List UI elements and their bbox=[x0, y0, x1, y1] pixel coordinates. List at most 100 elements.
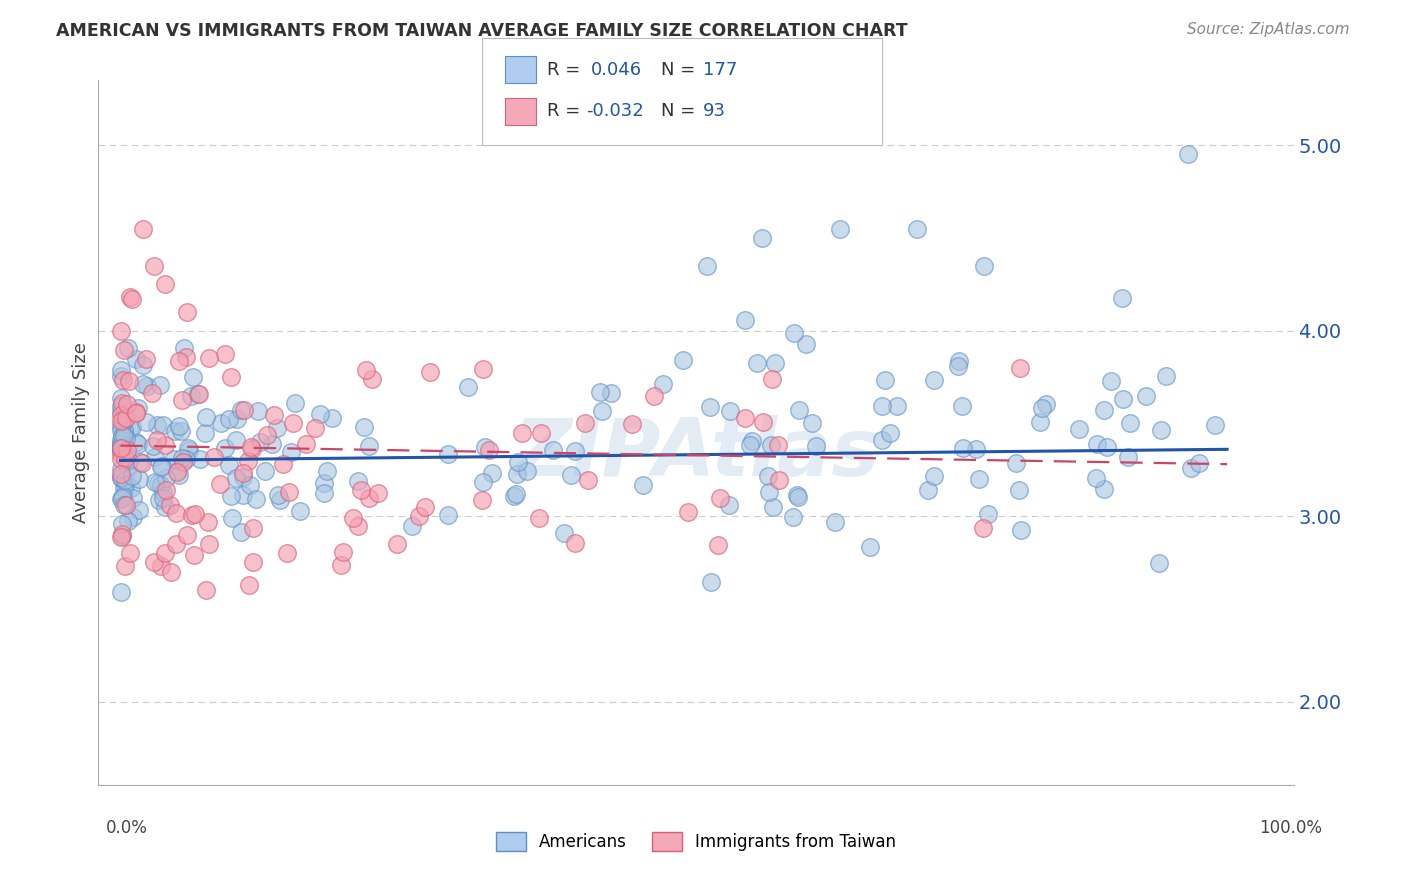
Point bbox=[111, 416, 134, 430]
Point bbox=[408, 509, 430, 524]
Point bbox=[516, 464, 538, 478]
Point bbox=[132, 358, 155, 372]
Point bbox=[115, 498, 138, 512]
Point bbox=[284, 395, 307, 409]
Point bbox=[110, 451, 132, 466]
Point bbox=[359, 439, 381, 453]
Point bbox=[413, 500, 436, 515]
Point bbox=[266, 421, 288, 435]
Point bbox=[794, 336, 817, 351]
Point bbox=[120, 546, 142, 560]
Point bbox=[110, 470, 132, 484]
Point bbox=[135, 378, 157, 392]
Point bbox=[170, 424, 193, 438]
Point bbox=[631, 478, 654, 492]
Point bbox=[967, 472, 990, 486]
Point bbox=[787, 403, 810, 417]
Point bbox=[828, 221, 851, 235]
Point bbox=[110, 419, 132, 434]
Point bbox=[973, 259, 995, 273]
Point bbox=[218, 412, 240, 426]
Point bbox=[269, 493, 291, 508]
Point bbox=[1116, 450, 1139, 465]
Point bbox=[146, 476, 169, 491]
Point bbox=[1135, 389, 1157, 403]
Point bbox=[188, 451, 211, 466]
Point bbox=[149, 558, 172, 573]
Point bbox=[128, 503, 150, 517]
Point bbox=[153, 546, 176, 560]
Point bbox=[786, 488, 808, 502]
Point bbox=[160, 565, 183, 579]
Point bbox=[879, 426, 901, 441]
Point bbox=[221, 511, 243, 525]
Point bbox=[117, 443, 139, 458]
Point bbox=[120, 482, 142, 496]
Text: Source: ZipAtlas.com: Source: ZipAtlas.com bbox=[1187, 22, 1350, 37]
Point bbox=[163, 424, 186, 438]
Point bbox=[242, 556, 264, 570]
Point bbox=[761, 372, 783, 386]
Point bbox=[165, 507, 187, 521]
Point bbox=[1112, 392, 1135, 407]
Point bbox=[180, 388, 202, 402]
Point bbox=[167, 419, 190, 434]
Point bbox=[115, 431, 138, 445]
Point bbox=[756, 468, 779, 483]
Point bbox=[247, 403, 270, 417]
Point bbox=[481, 467, 503, 481]
Point bbox=[752, 415, 775, 429]
Point bbox=[718, 499, 741, 513]
Point bbox=[110, 491, 132, 506]
Point bbox=[267, 488, 290, 502]
Point bbox=[218, 458, 240, 472]
Point bbox=[346, 519, 368, 533]
Point bbox=[125, 406, 148, 420]
Point bbox=[652, 376, 675, 391]
Point bbox=[197, 515, 219, 529]
Point bbox=[118, 374, 141, 388]
Point bbox=[110, 408, 132, 422]
Point bbox=[256, 428, 278, 442]
Text: 100.0%: 100.0% bbox=[1258, 819, 1322, 837]
Point bbox=[110, 442, 132, 456]
Point bbox=[253, 465, 276, 479]
Point bbox=[110, 442, 132, 456]
Point bbox=[110, 400, 132, 414]
Point bbox=[1031, 401, 1053, 416]
Point bbox=[1111, 292, 1133, 306]
Point bbox=[187, 387, 209, 401]
Point bbox=[114, 558, 136, 573]
Point bbox=[321, 411, 343, 425]
Point bbox=[184, 507, 207, 521]
Point bbox=[1010, 361, 1032, 376]
Point bbox=[260, 437, 283, 451]
Point bbox=[360, 371, 382, 385]
Point bbox=[194, 583, 217, 598]
Point bbox=[304, 421, 326, 435]
Point bbox=[177, 443, 200, 458]
Point bbox=[506, 455, 529, 469]
Point bbox=[117, 515, 139, 529]
Point bbox=[553, 526, 575, 541]
Point bbox=[314, 475, 336, 490]
Point bbox=[1119, 417, 1142, 431]
Point bbox=[367, 486, 389, 500]
Point bbox=[245, 491, 267, 506]
Point bbox=[110, 442, 132, 457]
Point bbox=[141, 385, 163, 400]
Point bbox=[148, 492, 170, 507]
Point bbox=[214, 441, 236, 455]
Point bbox=[117, 341, 139, 355]
Point bbox=[167, 354, 190, 368]
Point bbox=[529, 510, 551, 524]
Point bbox=[145, 418, 167, 433]
Point bbox=[232, 403, 254, 417]
Point bbox=[110, 413, 132, 427]
Point bbox=[419, 365, 441, 379]
Point bbox=[948, 353, 970, 368]
Point bbox=[263, 409, 285, 423]
Point bbox=[149, 378, 172, 392]
Point bbox=[110, 429, 132, 443]
Point bbox=[150, 458, 173, 473]
